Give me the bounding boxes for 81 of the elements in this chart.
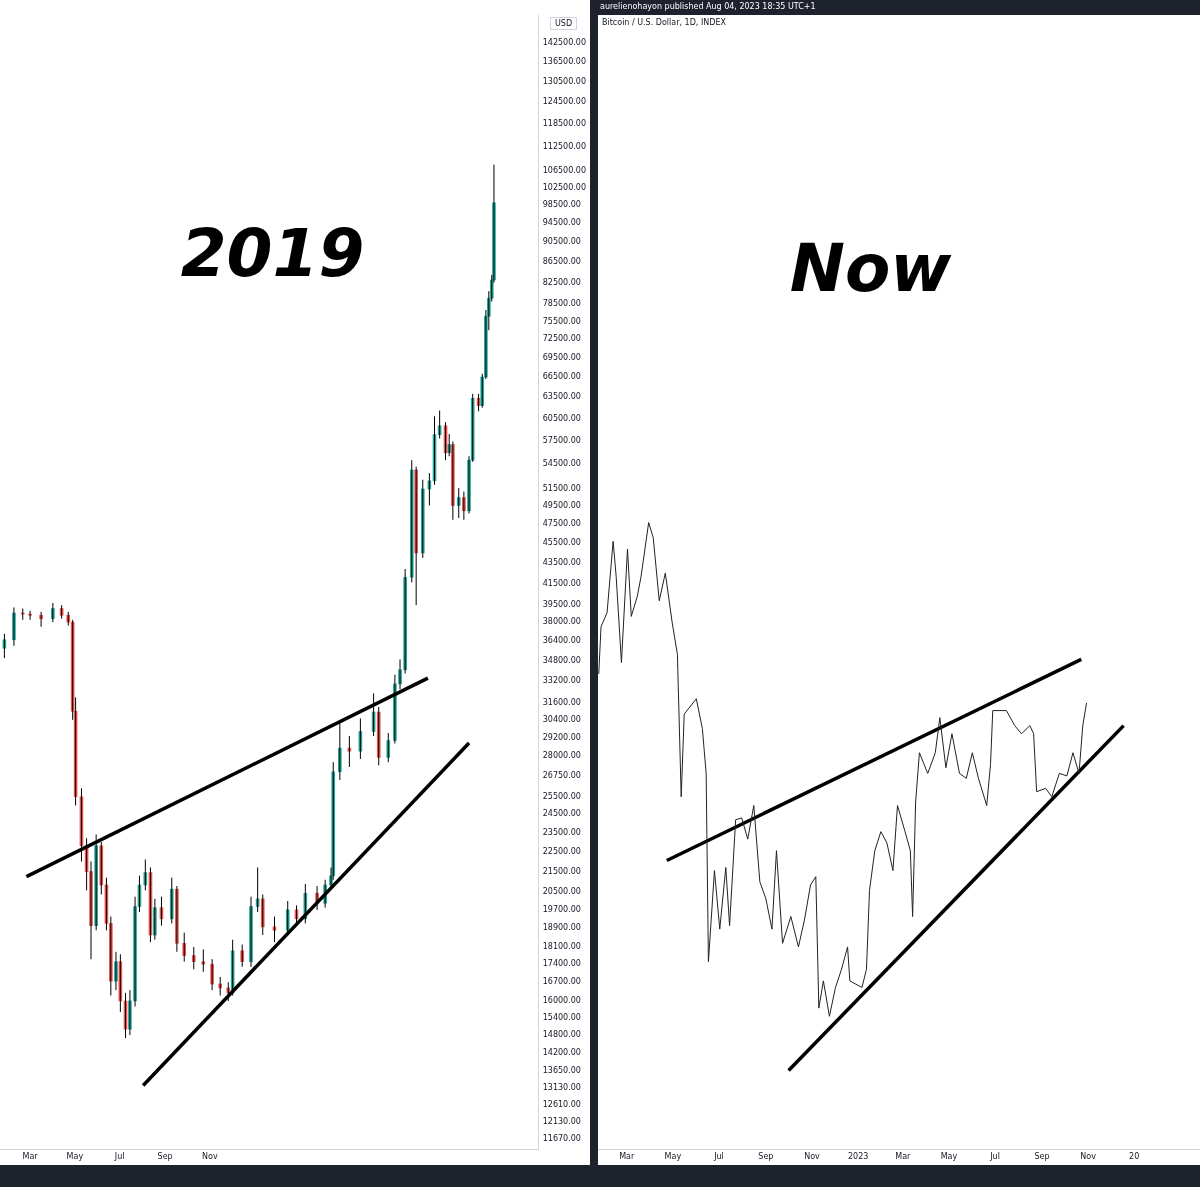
y-tick-label: 72500.00 [542,334,581,344]
x-tick-label: Mar [895,1152,912,1162]
text: 2019 [180,215,365,292]
y-tick-label: 23500.00 [542,827,581,837]
y-tick-label: 36400.00 [542,636,581,646]
y-tick-label: 51500.00 [542,484,581,494]
y-tick-label: 25500.00 [542,791,581,801]
y-tick-label: 38000.00 [542,617,581,627]
y-tick-label: 78500.00 [542,299,581,309]
text: Now [788,230,953,307]
y-tick-label: 16000.00 [542,996,581,1006]
y-tick-label: 124500.00 [542,97,586,107]
y-tick-label: 15400.00 [542,1012,581,1022]
y-tick-label: 142500.00 [542,38,586,48]
x-tick-label: May [66,1152,84,1162]
y-tick-label: 13650.00 [542,1065,581,1075]
chart-subtitle: Bitcoin / U.S. Dollar, 1D, INDEX [602,18,726,27]
y-tick-label: 33200.00 [542,676,581,686]
text: aurelienohayon published Aug 04, 2023 18:35 UTC+1 [600,2,816,11]
x-tick-label: 2023 [847,1152,869,1162]
y-tick-label: 60500.00 [542,413,581,423]
y-tick-label: 17400.00 [542,959,581,969]
y-tick-label: 13130.00 [542,1082,581,1092]
y-tick-label: 30400.00 [542,714,581,724]
y-tick-label: 21500.00 [542,866,581,876]
y-tick-label: 69500.00 [542,352,581,362]
y-tick-label: 47500.00 [542,519,581,529]
y-tick-label: 29200.00 [542,732,581,742]
y-tick-label: 130500.00 [542,76,586,86]
y-tick-label: 12610.00 [542,1100,581,1110]
y-tick-label: 112500.00 [542,141,586,151]
y-tick-label: 82500.00 [542,277,581,287]
y-tick-label: 118500.00 [542,119,586,129]
y-tick-label: 86500.00 [542,256,581,266]
y-tick-label: 90500.00 [542,237,581,247]
x-tick-label: May [940,1152,958,1162]
y-tick-label: 28000.00 [542,750,581,760]
y-tick-label: 45500.00 [542,538,581,548]
y-tick-label: 14200.00 [542,1048,581,1058]
y-tick-label: 18100.00 [542,942,581,952]
y-tick-label: 11670.00 [542,1134,581,1144]
y-tick-label: 66500.00 [542,372,581,382]
y-tick-label: 31600.00 [542,697,581,707]
x-tick-label: Sep [758,1152,774,1162]
y-tick-label: 22500.00 [542,846,581,856]
candlestick [201,948,206,973]
y-tick-label: 41500.00 [542,578,581,588]
x-tick-label: Sep [1034,1152,1050,1162]
y-tick-label: 102500.00 [542,182,586,192]
y-tick-label: 18900.00 [542,923,581,933]
y-axis-title: USD [550,17,578,30]
x-tick-label: May [664,1152,682,1162]
y-tick-label: 24500.00 [542,809,581,819]
y-tick-label: 136500.00 [542,57,586,67]
x-tick-label: Sep [157,1152,173,1162]
x-tick-label: Nov [202,1152,218,1162]
y-tick-label: 34800.00 [542,655,581,665]
x-tick-label: Jul [113,1152,125,1162]
y-tick-label: 14800.00 [542,1030,581,1040]
y-tick-label: 49500.00 [542,501,581,511]
y-tick-label: 26750.00 [542,770,581,780]
y-tick-label: 94500.00 [542,218,581,228]
y-tick-label: 43500.00 [542,558,581,567]
y-tick-label: 98500.00 [542,200,581,210]
x-tick-label: Jul [989,1152,1000,1162]
x-tick-label: Mar [22,1152,39,1162]
x-tick-label: Mar [619,1152,635,1162]
y-tick-label: 39500.00 [542,600,581,610]
y-tick-label: 106500.00 [542,165,586,175]
y-tick-label: 12130.00 [542,1117,581,1127]
x-tick-label: Jul [713,1152,724,1162]
y-tick-label: 54500.00 [542,459,581,469]
y-tick-label: 20500.00 [542,887,581,897]
x-tick-label: 20 [1129,1152,1140,1162]
y-tick-label: 57500.00 [542,435,581,445]
y-tick-label: 75500.00 [542,316,581,326]
y-tick-label: 16700.00 [542,977,581,987]
x-tick-label: Nov [804,1152,821,1162]
x-tick-label: Nov [1080,1152,1097,1162]
y-tick-label: 63500.00 [542,392,581,402]
y-tick-label: 19700.00 [542,904,581,914]
